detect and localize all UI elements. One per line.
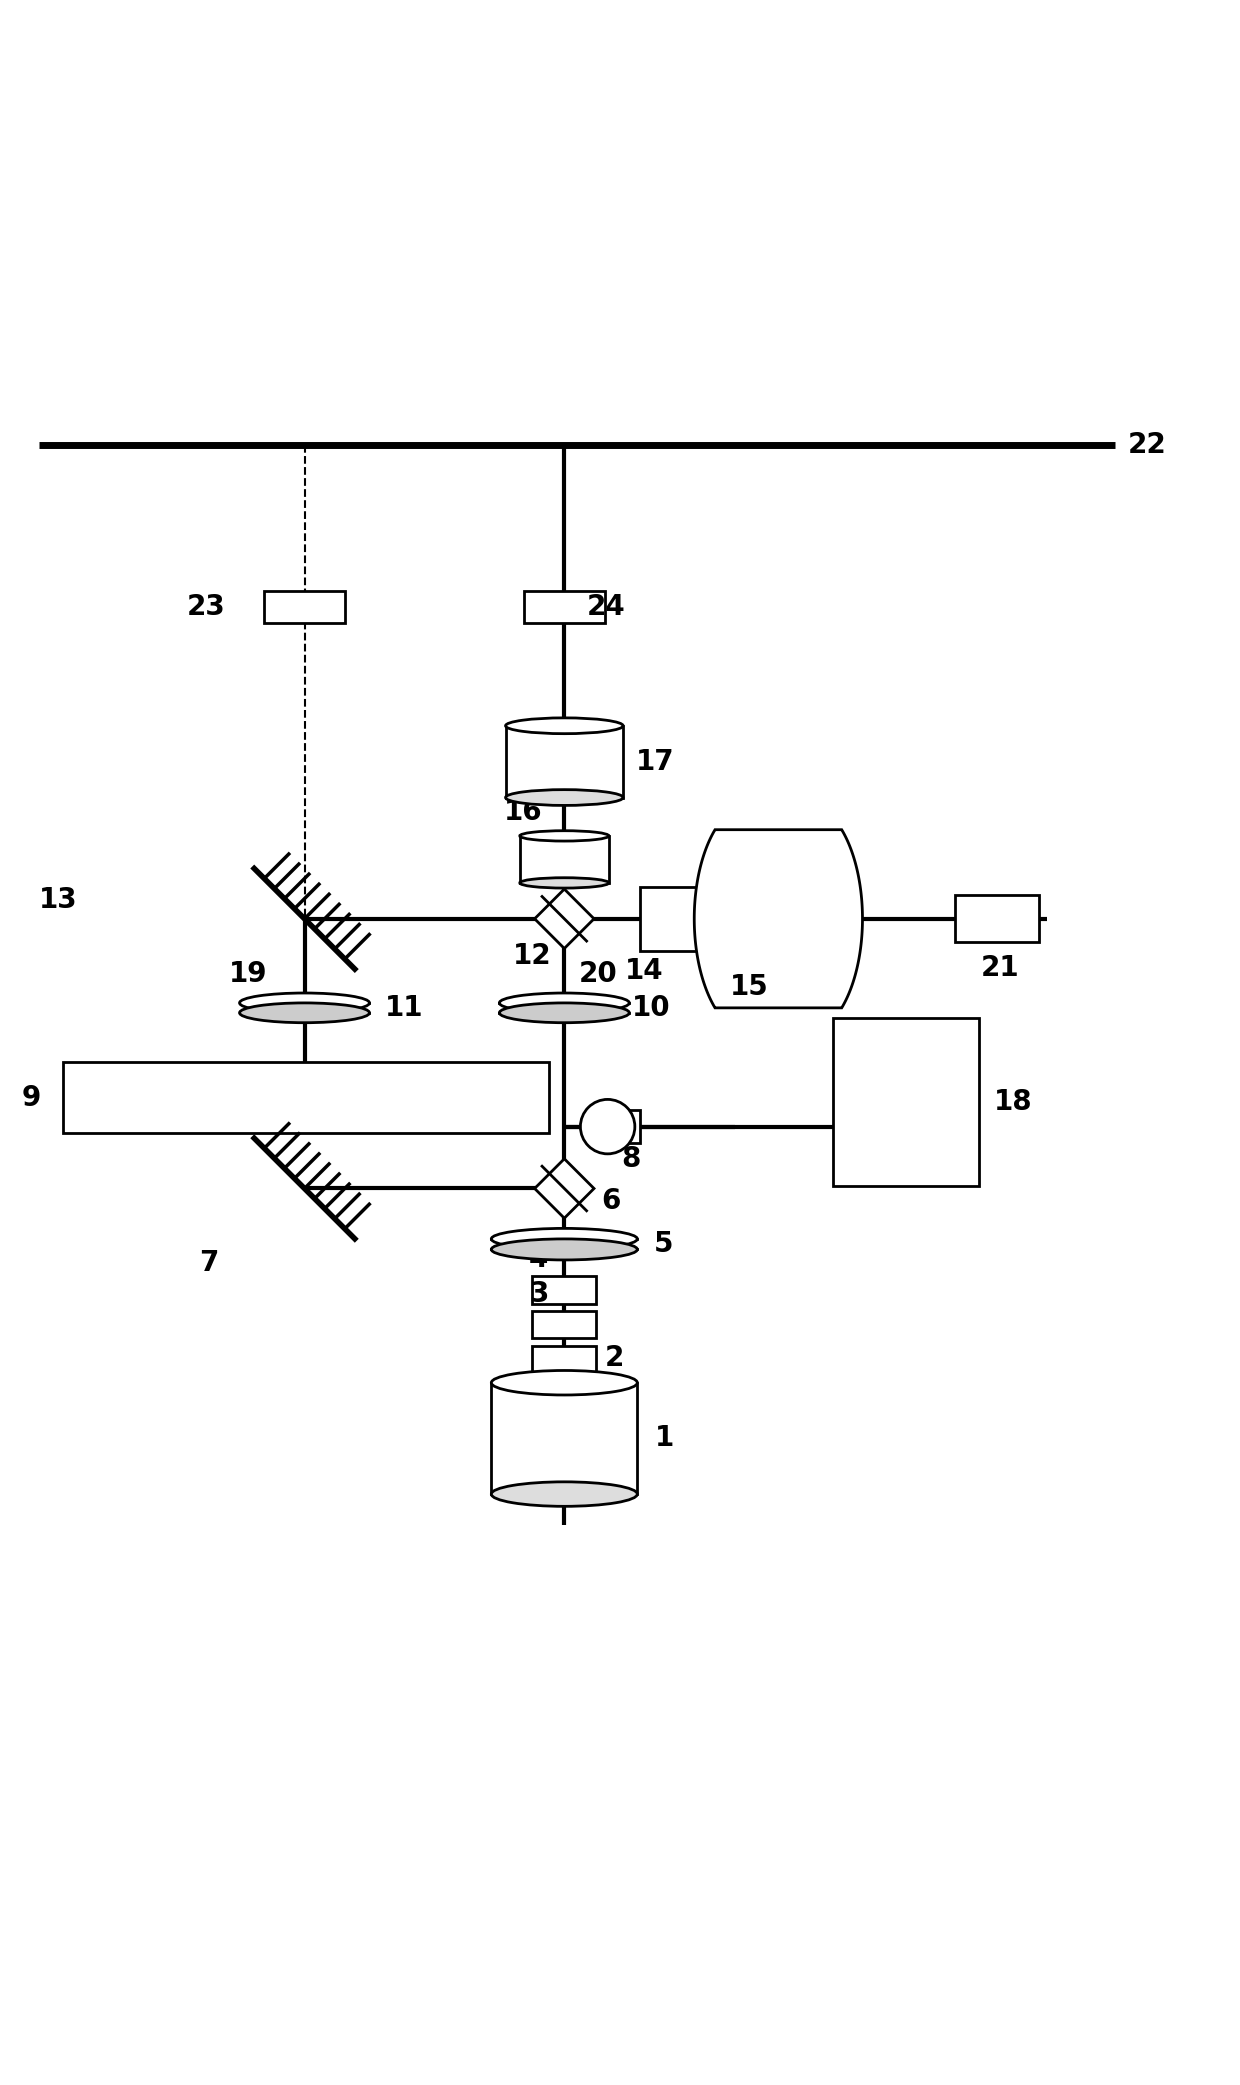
Ellipse shape [506, 790, 622, 805]
Text: 8: 8 [621, 1145, 641, 1174]
Ellipse shape [239, 992, 370, 1013]
Ellipse shape [491, 1238, 637, 1259]
Text: 13: 13 [38, 886, 77, 913]
Text: 3: 3 [529, 1280, 548, 1307]
Text: 11: 11 [384, 995, 423, 1022]
Ellipse shape [520, 878, 609, 888]
Bar [63, 1061, 549, 1132]
Bar [264, 590, 345, 623]
Bar [491, 1382, 637, 1495]
Text: 17: 17 [636, 749, 675, 776]
Text: 2: 2 [605, 1345, 625, 1372]
Text: 5: 5 [653, 1230, 673, 1257]
Text: 24: 24 [587, 592, 625, 621]
Ellipse shape [491, 1482, 637, 1505]
Text: 1: 1 [655, 1424, 673, 1453]
Bar [608, 1111, 640, 1143]
Text: 10: 10 [632, 995, 671, 1022]
Bar [640, 886, 699, 951]
Bar [500, 1003, 629, 1013]
Ellipse shape [500, 992, 629, 1013]
Text: 22: 22 [1127, 432, 1166, 459]
Text: 4: 4 [529, 1245, 548, 1274]
Bar [525, 590, 605, 623]
Text: 23: 23 [187, 592, 226, 621]
Bar [532, 1311, 596, 1339]
Bar [955, 894, 1039, 942]
Ellipse shape [580, 1099, 635, 1153]
Bar [833, 1017, 978, 1186]
Bar [491, 1238, 637, 1249]
Text: 7: 7 [200, 1249, 218, 1276]
Ellipse shape [239, 1003, 370, 1024]
Text: 16: 16 [503, 799, 542, 826]
Text: 9: 9 [22, 1084, 41, 1111]
Ellipse shape [520, 830, 609, 840]
Polygon shape [694, 830, 863, 1007]
Text: 6: 6 [601, 1186, 621, 1216]
Polygon shape [534, 1159, 594, 1218]
Polygon shape [534, 888, 594, 949]
Text: 20: 20 [579, 961, 618, 988]
Ellipse shape [491, 1228, 637, 1249]
Text: 21: 21 [981, 955, 1019, 982]
Bar [239, 1003, 370, 1013]
Ellipse shape [500, 1003, 629, 1024]
Text: 18: 18 [993, 1088, 1032, 1115]
Text: 12: 12 [513, 942, 552, 970]
Bar [532, 1276, 596, 1303]
Ellipse shape [506, 717, 622, 734]
Text: 15: 15 [729, 974, 769, 1001]
Bar [506, 726, 622, 799]
Text: 19: 19 [229, 961, 268, 988]
Bar [520, 836, 609, 882]
Ellipse shape [491, 1370, 637, 1395]
Text: 14: 14 [625, 957, 663, 984]
Bar [532, 1345, 596, 1372]
